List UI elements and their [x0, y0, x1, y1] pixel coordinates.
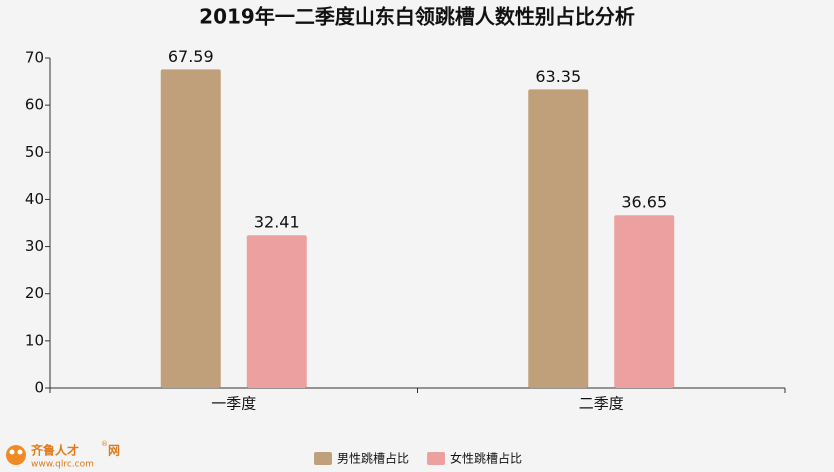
legend-swatch	[427, 452, 446, 465]
y-tick-label: 60	[25, 96, 44, 114]
bar	[160, 69, 221, 389]
watermark-brand: 齐鲁人才	[31, 443, 79, 458]
y-tick-label: 30	[25, 237, 44, 255]
watermark-suffix: 网	[108, 444, 120, 458]
legend-label: 男性跳槽占比	[337, 451, 409, 466]
value-label: 36.65	[621, 193, 667, 212]
value-label: 32.41	[254, 213, 300, 232]
x-tick-label: 一季度	[211, 395, 256, 413]
x-tick-label: 二季度	[579, 395, 624, 413]
watermark-mark: ®	[101, 440, 108, 448]
watermark-url: www.qlrc.com	[31, 460, 94, 470]
watermark: 齐鲁人才 ® 网 www.qlrc.com	[6, 440, 120, 470]
logo-eye	[9, 449, 15, 455]
legend-label: 女性跳槽占比	[450, 451, 522, 466]
logo-eye	[17, 449, 23, 455]
bar	[246, 235, 307, 388]
legend-swatch	[314, 452, 332, 465]
y-tick-label: 70	[25, 49, 44, 67]
y-tick-label: 50	[25, 143, 44, 161]
y-tick-label: 0	[34, 379, 44, 397]
chart-title: 2019年一二季度山东白领跳槽人数性别占比分析	[199, 5, 635, 29]
value-label: 67.59	[168, 47, 214, 66]
y-tick-label: 20	[25, 284, 44, 302]
value-label: 63.35	[535, 67, 581, 86]
bar	[528, 89, 589, 388]
y-tick-label: 40	[25, 190, 44, 208]
bar	[614, 215, 675, 388]
y-tick-label: 10	[25, 331, 44, 349]
logo	[6, 445, 26, 465]
